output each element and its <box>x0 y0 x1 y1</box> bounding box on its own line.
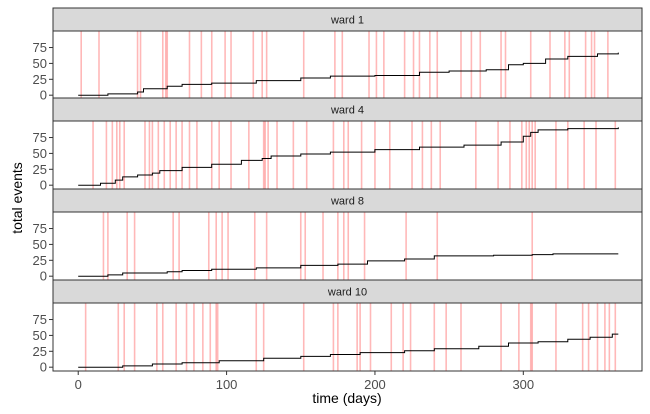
y-tick-label: 50 <box>33 237 47 252</box>
y-tick-label: 0 <box>40 178 47 193</box>
y-tick-label: 25 <box>33 162 47 177</box>
y-tick-label: 75 <box>33 130 47 145</box>
y-tick-label: 25 <box>33 253 47 268</box>
event-lines <box>80 31 609 99</box>
panel-title: ward 4 <box>330 105 364 117</box>
y-axis-title: total events <box>9 162 25 234</box>
panel-plot-area <box>53 121 642 189</box>
cumulative-line <box>78 253 619 277</box>
y-tick-label: 0 <box>40 269 47 284</box>
panel-title: ward 10 <box>327 287 367 299</box>
panel-plot-area <box>53 303 642 371</box>
x-axis: 0 100 200 300 <box>75 371 534 392</box>
y-tick-label: 0 <box>40 88 47 103</box>
y-tick-label: 75 <box>33 312 47 327</box>
panel-title: ward 1 <box>330 15 364 27</box>
x-tick-label: 0 <box>75 377 82 392</box>
y-tick-label: 50 <box>33 146 47 161</box>
panel-border <box>52 302 643 372</box>
event-lines <box>92 121 617 189</box>
y-tick-label: 75 <box>33 221 47 236</box>
cumulative-line <box>78 127 619 186</box>
event-lines <box>102 212 534 280</box>
y-tick-label: 0 <box>40 360 47 375</box>
x-tick-label: 200 <box>364 377 386 392</box>
x-tick-label: 100 <box>216 377 238 392</box>
y-tick-label: 50 <box>33 328 47 343</box>
x-axis-title: time (days) <box>312 390 381 406</box>
event-lines <box>84 303 617 371</box>
cumulative-line <box>78 333 619 368</box>
y-tick-label: 50 <box>33 56 47 71</box>
x-tick-label: 300 <box>512 377 534 392</box>
y-tick-label: 25 <box>33 72 47 87</box>
panel-plot-area <box>53 212 642 280</box>
y-tick-label: 25 <box>33 344 47 359</box>
panel-plot-area <box>53 31 642 99</box>
y-tick-label: 75 <box>33 40 47 55</box>
panel-title: ward 8 <box>330 196 364 208</box>
cumulative-line <box>78 52 619 96</box>
